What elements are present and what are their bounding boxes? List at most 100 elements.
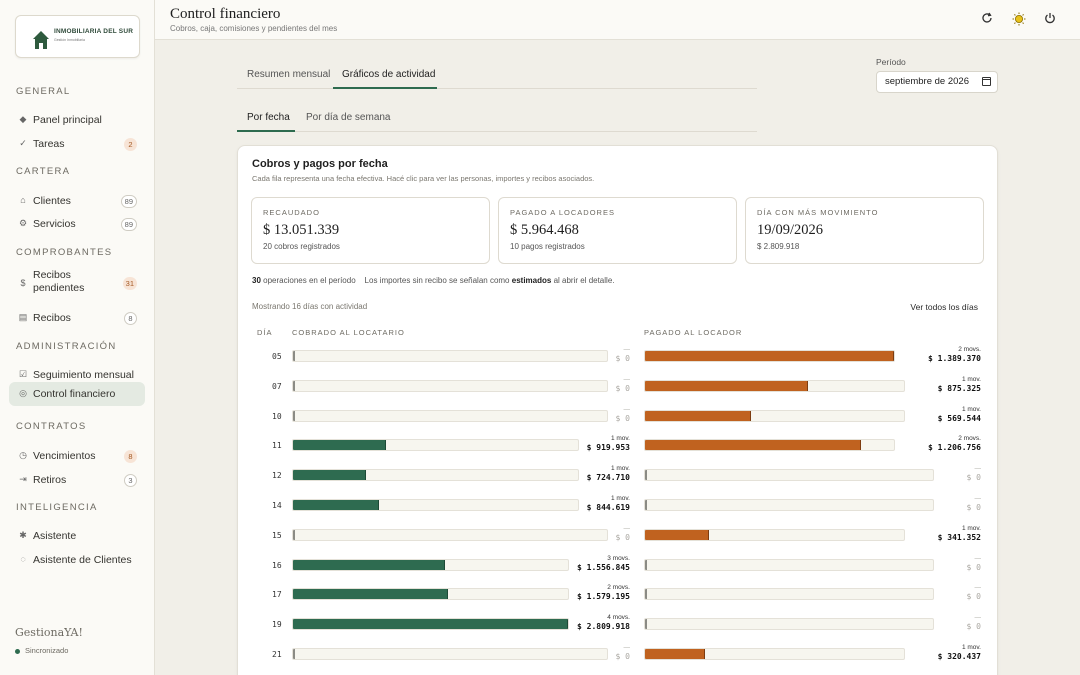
chart-row[interactable]: 21 — $ 0 1 mov. $ 320.437 [238, 644, 999, 672]
brand-logo[interactable]: INMOBILIARIA DEL SUR Gestión Inmobiliari… [15, 15, 140, 58]
stat-pagado-locadores: PAGADO A LOCADORES $ 5.964.468 10 pagos … [498, 197, 737, 264]
pagado-bar [645, 589, 647, 600]
cobrado-bar-track [292, 409, 608, 422]
day-label: 05 [272, 352, 282, 361]
sidebar-item-recibos-pendientes[interactable]: $ Recibos pendientes 31 [9, 269, 145, 299]
pagado-bar-track [644, 499, 934, 511]
showing-days: Mostrando 16 días con actividad [252, 302, 368, 311]
amount-label: $ 0 [966, 473, 981, 483]
checkbox-icon: ☑ [18, 369, 28, 379]
amount-label: $ 844.619 [586, 503, 630, 512]
chart-row[interactable]: 07 — $ 0 1 mov. $ 875.325 [238, 376, 999, 404]
sidebar-item-label: Control financiero [33, 388, 116, 400]
movements-count: 2 movs. [607, 584, 630, 592]
sidebar-item-recibos[interactable]: ▤ Recibos 8 [9, 306, 145, 330]
chart-row[interactable]: 19 4 movs. $ 2.809.918 — $ 0 [238, 614, 999, 642]
chat-icon: ◌ [20, 554, 26, 564]
pagado-bar-track [644, 648, 905, 660]
sidebar-item-tareas[interactable]: ✓ Tareas 2 [9, 132, 145, 156]
sidebar-item-label: Asistente de Clientes [33, 554, 132, 566]
note-prefix: Los importes sin recibo se señalan como [364, 276, 510, 285]
day-label: 14 [272, 501, 282, 510]
chart-row[interactable]: 14 1 mov. $ 844.619 — $ 0 [238, 495, 999, 523]
movements-count: 1 mov. [610, 465, 630, 473]
sidebar-item-seguimiento-mensual[interactable]: ☑ Seguimiento mensual [9, 363, 145, 387]
refresh-icon[interactable] [979, 12, 995, 28]
chart-row[interactable]: 12 1 mov. $ 724.710 — $ 0 [238, 465, 999, 493]
pagado-bar-track [644, 409, 905, 422]
stat-sub: 10 pagos registrados [510, 242, 585, 251]
sidebar-item-label: Vencimientos [33, 450, 96, 462]
cobrado-bar [293, 589, 448, 600]
logo-title: INMOBILIARIA DEL SUR [54, 28, 134, 35]
movements-count: — [623, 524, 631, 532]
chart-row[interactable]: 16 3 movs. $ 1.556.845 — $ 0 [238, 555, 999, 583]
power-icon[interactable] [1042, 12, 1058, 28]
cobrado-bar [293, 410, 295, 421]
receipt-icon: ▤ [18, 312, 28, 322]
sidebar-item-servicios[interactable]: ⚙ Servicios 89 [9, 212, 145, 236]
sidebar-item-panel-principal[interactable]: ◆ Panel principal [9, 108, 145, 132]
pagado-value: — $ 0 [967, 613, 981, 632]
stat-value: $ 5.964.468 [510, 222, 579, 238]
amount-label: $ 0 [966, 592, 981, 602]
tab-por-dia-semana[interactable]: Por día de semana [306, 112, 391, 123]
pagado-bar [645, 380, 809, 391]
see-all-days-button[interactable]: Ver todos los días [910, 302, 978, 312]
count-badge: 3 [124, 474, 137, 487]
count-badge: 89 [120, 218, 137, 231]
cobrado-value: — $ 0 [616, 643, 630, 662]
day-label: 11 [272, 441, 282, 451]
tab-resumen-mensual[interactable]: Resumen mensual [247, 69, 331, 80]
stat-sub: 20 cobros registrados [263, 242, 340, 251]
sidebar-item-asistente-de-clientes[interactable]: ◌ Asistente de Clientes [9, 548, 145, 572]
chart-row[interactable]: 17 2 movs. $ 1.579.195 — $ 0 [238, 584, 999, 612]
pagado-bar [645, 470, 647, 481]
sidebar-item-label: Clientes [33, 195, 71, 207]
pagado-bar-track [644, 528, 905, 541]
pagado-bar [645, 410, 752, 421]
pagado-value: 2 movs. $ 1.389.370 [928, 345, 981, 364]
card-description: Cada fila representa una fecha efectiva.… [252, 174, 595, 183]
amount-label: $ 0 [966, 622, 981, 632]
sidebar-item-retiros[interactable]: ⇥ Retiros 3 [9, 468, 145, 492]
amount-label: $ 0 [615, 652, 630, 661]
sidebar-section-title: CARTERA [16, 166, 71, 177]
bee-icon: ✱ [19, 530, 27, 540]
amount-label: $ 0 [615, 532, 630, 542]
pagado-bar-track [644, 350, 896, 362]
cobrado-bar-track [292, 558, 570, 571]
clock-icon: ◷ [19, 450, 27, 460]
count-badge: 2 [124, 138, 137, 151]
sun-icon[interactable] [1011, 12, 1027, 28]
sidebar-item-vencimientos[interactable]: ◷ Vencimientos 8 [9, 444, 145, 468]
cobrado-bar [293, 649, 295, 659]
chart-row[interactable]: 15 — $ 0 1 mov. $ 341.352 [238, 525, 999, 553]
cobrado-bar-track [292, 618, 570, 631]
periodo-month-input[interactable]: septiembre de 2026 [876, 71, 998, 93]
movements-count: 2 movs. [958, 435, 981, 443]
movements-count: — [623, 405, 631, 413]
tab-por-fecha[interactable]: Por fecha [247, 112, 290, 123]
sync-dot-icon [15, 648, 20, 654]
amount-label: $ 1.389.370 [928, 354, 981, 363]
cobrado-bar-track [292, 379, 608, 392]
stat-label: PAGADO A LOCADORES [510, 208, 615, 217]
chart-row[interactable]: 11 1 mov. $ 919.953 2 movs. $ 1.206.756 [238, 435, 999, 463]
target-icon: ◎ [19, 388, 27, 398]
sidebar-item-clientes[interactable]: ⌂ Clientes 89 [9, 189, 145, 213]
amount-label: $ 0 [615, 354, 630, 363]
sync-status: Sincronizado [15, 646, 68, 655]
stat-value: 19/09/2026 [757, 222, 824, 238]
chart-row[interactable]: 10 — $ 0 1 mov. $ 569.544 [238, 406, 999, 434]
calendar-icon[interactable] [982, 77, 991, 86]
chart-row[interactable]: 05 — $ 0 2 movs. $ 1.389.370 [238, 346, 999, 374]
stat-recaudado: RECAUDADO $ 13.051.339 20 cobros registr… [251, 197, 490, 264]
house-logo-icon [33, 31, 49, 49]
pagado-value: 1 mov. $ 341.352 [938, 524, 981, 543]
sidebar-item-control-financiero[interactable]: ◎ Control financiero [9, 382, 145, 406]
pagado-bar-track [644, 379, 905, 392]
tab-graficos-actividad[interactable]: Gráficos de actividad [342, 69, 436, 80]
sidebar-section-title: INTELIGENCIA [16, 502, 98, 513]
sidebar-item-asistente[interactable]: ✱ Asistente [9, 524, 145, 548]
